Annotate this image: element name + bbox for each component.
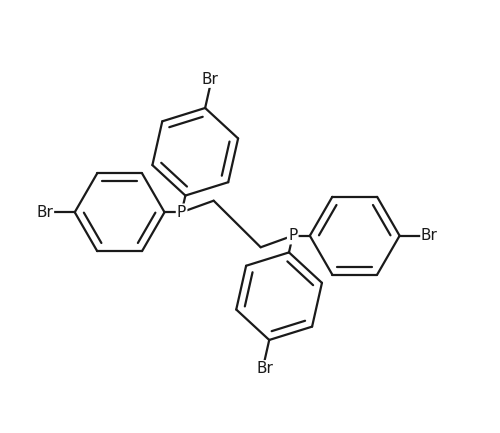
- Text: Br: Br: [36, 205, 54, 220]
- Text: Br: Br: [256, 361, 273, 376]
- Text: Br: Br: [421, 228, 438, 243]
- Text: P: P: [177, 205, 186, 220]
- Text: Br: Br: [202, 72, 218, 87]
- Text: P: P: [288, 228, 298, 243]
